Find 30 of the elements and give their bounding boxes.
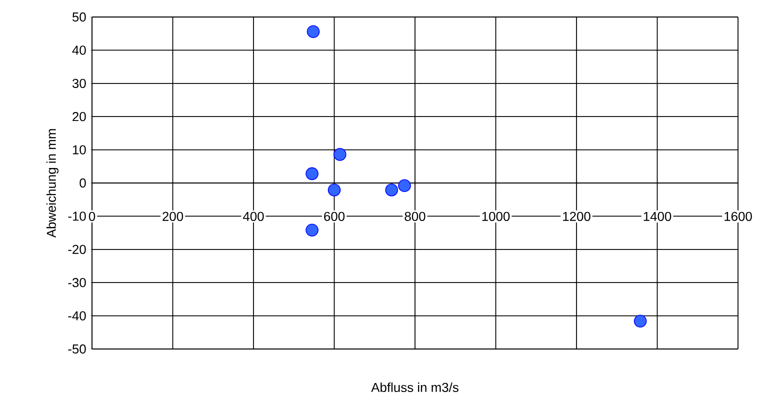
x-tick-label: 1200 [563,212,590,221]
y-tick-label: 10 [72,145,86,154]
point [306,167,318,180]
x-tick-label: 1600 [724,212,752,221]
y-tick-label: -30 [68,278,86,288]
y-tick-label: 50 [72,12,86,22]
point [634,314,647,328]
point [398,179,411,192]
y-tick-label: -40 [68,311,86,320]
y-axis-title: Abweichung in mm [46,129,58,238]
x-tick-label: 1000 [482,212,510,221]
y-tick-label: 20 [72,112,86,122]
y-tick-label: 30 [72,78,86,88]
x-tick-label: 400 [243,212,264,221]
point [328,184,341,196]
y-tick-label: 40 [72,46,86,55]
y-tick-label: 0 [80,178,86,188]
x-axis-title: Abfluss in m3/s [371,382,458,392]
point [306,224,318,237]
point [385,184,398,196]
x-tick-label: 600 [324,212,345,221]
x-tick-label: 200 [162,212,184,221]
x-tick-label: 800 [404,212,426,221]
y-tick-label: -20 [68,244,86,254]
y-tick-label: -50 [68,344,86,354]
x-tick-label: 0 [88,212,96,221]
point [334,148,346,161]
point [306,25,320,38]
y-tick-label: -10 [68,212,86,221]
x-tick-label: 1400 [644,212,672,221]
